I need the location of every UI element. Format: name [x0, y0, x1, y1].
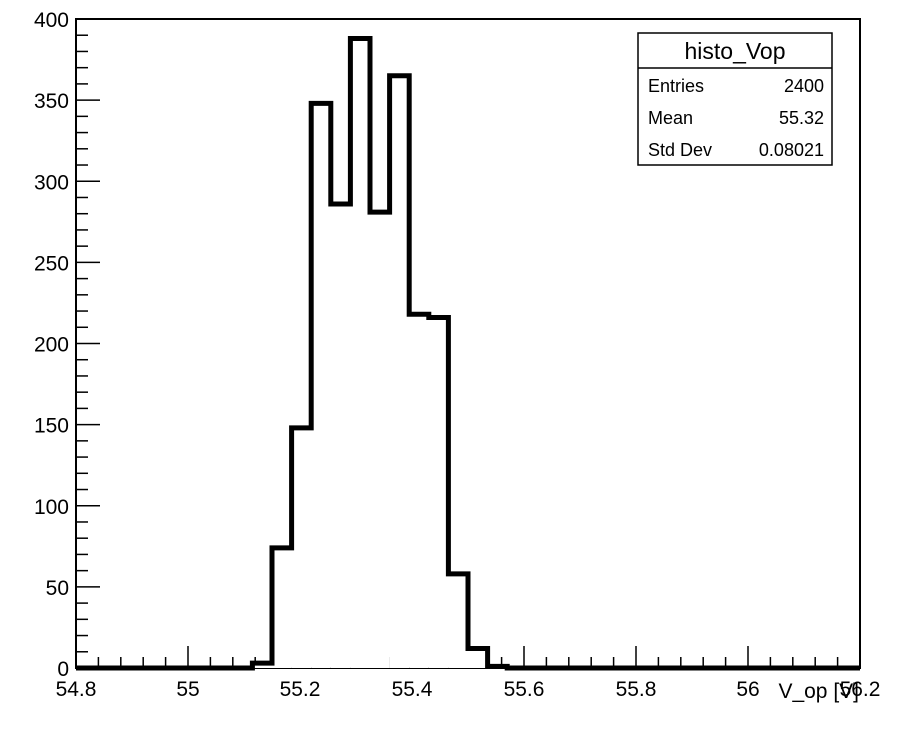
- stats-stddev-value: 0.08021: [759, 140, 824, 160]
- y-tick-label: 250: [34, 252, 69, 275]
- histogram-bin: [448, 573, 468, 668]
- histogram-layer: [76, 35, 860, 671]
- stats-mean-label: Mean: [648, 108, 693, 128]
- histogram-bin: [272, 547, 292, 668]
- y-tick-label: 150: [34, 415, 69, 438]
- x-axis-label: V_op [V]: [778, 680, 859, 703]
- x-tick-label: 56: [736, 678, 759, 701]
- y-tick-label: 300: [34, 171, 69, 194]
- stats-entries-value: 2400: [784, 76, 824, 96]
- histogram-bin: [330, 203, 351, 668]
- histogram-bin: [389, 75, 410, 669]
- x-tick-label: 55.4: [392, 678, 433, 701]
- histogram-bin: [311, 103, 331, 669]
- histogram-bin: [291, 427, 312, 668]
- histogram-bin: [468, 648, 488, 668]
- x-tick-label: 55.2: [280, 678, 321, 701]
- x-tick-label: 55: [176, 678, 199, 701]
- x-tick-label: 56.2: [840, 678, 881, 701]
- histogram-bin: [370, 212, 390, 668]
- histogram-bin: [428, 317, 449, 668]
- stats-entries-label: Entries: [648, 76, 704, 96]
- y-tick-label: 100: [34, 496, 69, 519]
- tick-labels-layer: 54.8 55 55.2 55.4 55.6 55.8 56 56.2 0 50 100 150 200…: [34, 9, 880, 701]
- stats-box: histo_Vop Entries 2400 Mean 55.32 Std De…: [637, 32, 833, 166]
- histogram-outline: [76, 35, 860, 671]
- x-tick-label: 55.6: [504, 678, 545, 701]
- y-tick-label: 400: [34, 9, 69, 32]
- y-tick-label: 350: [34, 90, 69, 113]
- y-tick-label: 200: [34, 334, 69, 357]
- histogram-bin: [350, 38, 370, 669]
- stats-stddev-label: Std Dev: [648, 140, 712, 160]
- y-tick-label: 50: [46, 577, 69, 600]
- x-tick-label: 55.8: [616, 678, 657, 701]
- x-tick-label: 54.8: [56, 678, 97, 701]
- histogram-bin: [409, 314, 429, 668]
- stats-box-frame: [637, 32, 833, 166]
- y-tick-label: 0: [57, 658, 69, 681]
- stats-mean-value: 55.32: [779, 108, 824, 128]
- stats-box-title: histo_Vop: [684, 38, 785, 64]
